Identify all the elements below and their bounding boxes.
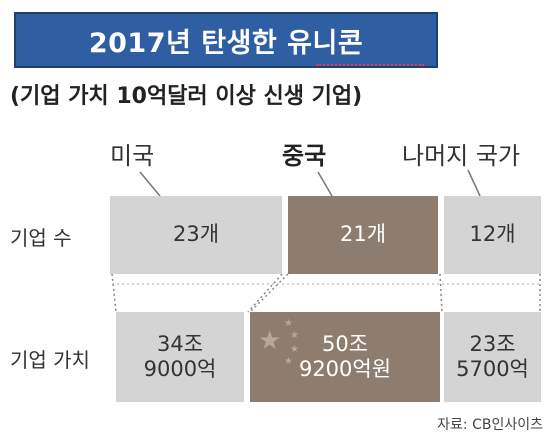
title-banner: 2017년 탄생한 유니콘 bbox=[14, 12, 438, 68]
cell-value-others: 23조 5700억 bbox=[444, 312, 541, 402]
cell-count-others-text: 12개 bbox=[469, 222, 516, 247]
dotted-mid-2 bbox=[439, 273, 443, 313]
dotted-left-1 bbox=[111, 273, 117, 313]
cell-value-usa-line1: 34조 bbox=[156, 331, 204, 356]
source-note: 자료: CB인사이츠 bbox=[437, 417, 543, 433]
pointer-usa bbox=[139, 171, 161, 197]
china-flag-small-star-icon: ★ bbox=[284, 318, 293, 329]
cell-value-usa: 34조 9000억 bbox=[116, 312, 244, 402]
chart-title: 2017년 탄생한 유니콘 bbox=[88, 27, 364, 59]
row-label-value: 기업 가치 bbox=[10, 348, 90, 372]
cell-count-china-text: 21개 bbox=[339, 222, 387, 247]
pointer-others bbox=[467, 169, 481, 197]
cell-value-usa-line2: 9000억 bbox=[143, 357, 217, 381]
column-header-others: 나머지 국가 bbox=[402, 142, 521, 170]
cell-value-china-line1: 50조 bbox=[321, 331, 369, 356]
spellcheck-underline bbox=[316, 60, 424, 66]
pointer-china bbox=[317, 171, 333, 197]
cell-count-others: 12개 bbox=[444, 196, 541, 274]
cell-value-china-line2: 9200억원 bbox=[298, 357, 392, 381]
cell-count-usa: 23개 bbox=[110, 196, 282, 274]
column-header-china: 중국 bbox=[282, 142, 327, 170]
dotted-left-2 bbox=[247, 273, 283, 313]
cell-value-others-line1: 23조 bbox=[469, 331, 516, 356]
cell-value-china: 50조 9200억원 bbox=[250, 312, 440, 402]
dotted-mid-1 bbox=[249, 273, 289, 313]
china-flag-small-star-icon: ★ bbox=[284, 356, 293, 367]
row-label-count: 기업 수 bbox=[10, 226, 72, 250]
china-flag-small-star-icon: ★ bbox=[290, 330, 299, 341]
cell-value-others-line2: 5700억 bbox=[456, 357, 529, 381]
column-header-usa: 미국 bbox=[110, 142, 155, 170]
cell-count-usa-text: 23개 bbox=[172, 222, 220, 247]
china-flag-small-star-icon: ★ bbox=[290, 344, 299, 355]
china-flag-big-star-icon: ★ bbox=[258, 326, 282, 356]
cell-count-china: 21개 bbox=[288, 196, 438, 274]
chart-subtitle: (기업 가치 10억달러 이상 신생 기업) bbox=[10, 84, 363, 109]
